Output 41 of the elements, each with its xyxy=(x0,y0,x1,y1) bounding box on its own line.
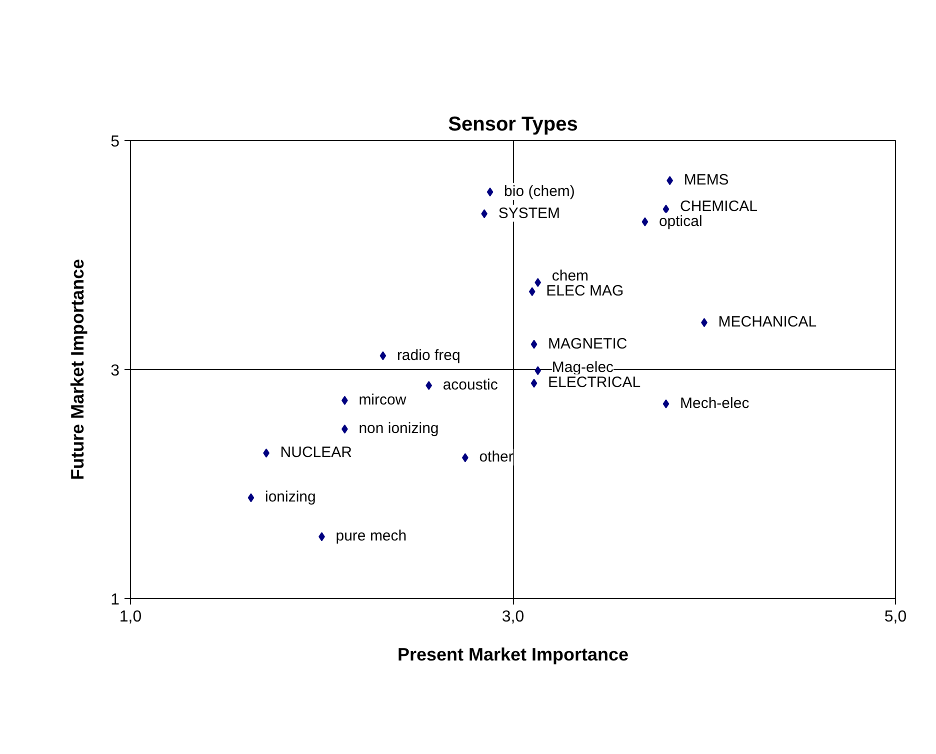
data-label: ELECTRICAL xyxy=(548,374,641,392)
point xyxy=(528,287,536,296)
point xyxy=(530,378,538,388)
y-tick-label: 1 xyxy=(110,592,120,608)
data-label: Mag-elec xyxy=(552,359,614,376)
data-label: bio (chem) xyxy=(504,183,575,200)
point xyxy=(662,399,670,408)
data-label: MAGNETIC xyxy=(548,335,628,352)
x-axis-title: Present Market Importance xyxy=(397,644,629,664)
data-label: non ionizing xyxy=(358,420,439,438)
x-tick-label: 3,0 xyxy=(502,608,524,626)
point xyxy=(534,366,542,376)
data-label: chem xyxy=(552,268,589,285)
y-tick-label: 5 xyxy=(110,134,120,150)
y-axis-title: Future Market Importance xyxy=(68,258,88,480)
data-label: acoustic xyxy=(442,376,498,394)
data-label: MEMS xyxy=(684,172,729,189)
data-label: radio freq xyxy=(396,346,460,364)
point xyxy=(248,493,254,502)
x-tick-label: 5,0 xyxy=(884,608,907,626)
point xyxy=(642,217,648,226)
data-label: optical xyxy=(658,212,702,230)
point xyxy=(380,351,386,360)
y-tick-label: 3 xyxy=(110,362,120,380)
data-label: Mech-elec xyxy=(680,394,750,412)
data-label: ELEC MAG xyxy=(546,282,624,300)
point xyxy=(426,381,432,390)
data-label: mircow xyxy=(358,391,406,408)
data-label: NUCLEAR xyxy=(280,444,352,462)
data-label: SYSTEM xyxy=(498,204,560,222)
data-label: pure mech xyxy=(336,528,407,545)
chart-title: Sensor Types xyxy=(448,114,578,136)
point xyxy=(486,188,494,197)
point xyxy=(662,204,670,214)
data-label: MECHANICAL xyxy=(718,314,817,331)
data-label: ionizing xyxy=(264,488,316,506)
point xyxy=(530,340,538,349)
data-label: other xyxy=(479,448,514,466)
x-tick-label: 1,0 xyxy=(119,608,142,626)
data-label: CHEMICAL xyxy=(680,198,758,215)
point xyxy=(534,278,542,287)
